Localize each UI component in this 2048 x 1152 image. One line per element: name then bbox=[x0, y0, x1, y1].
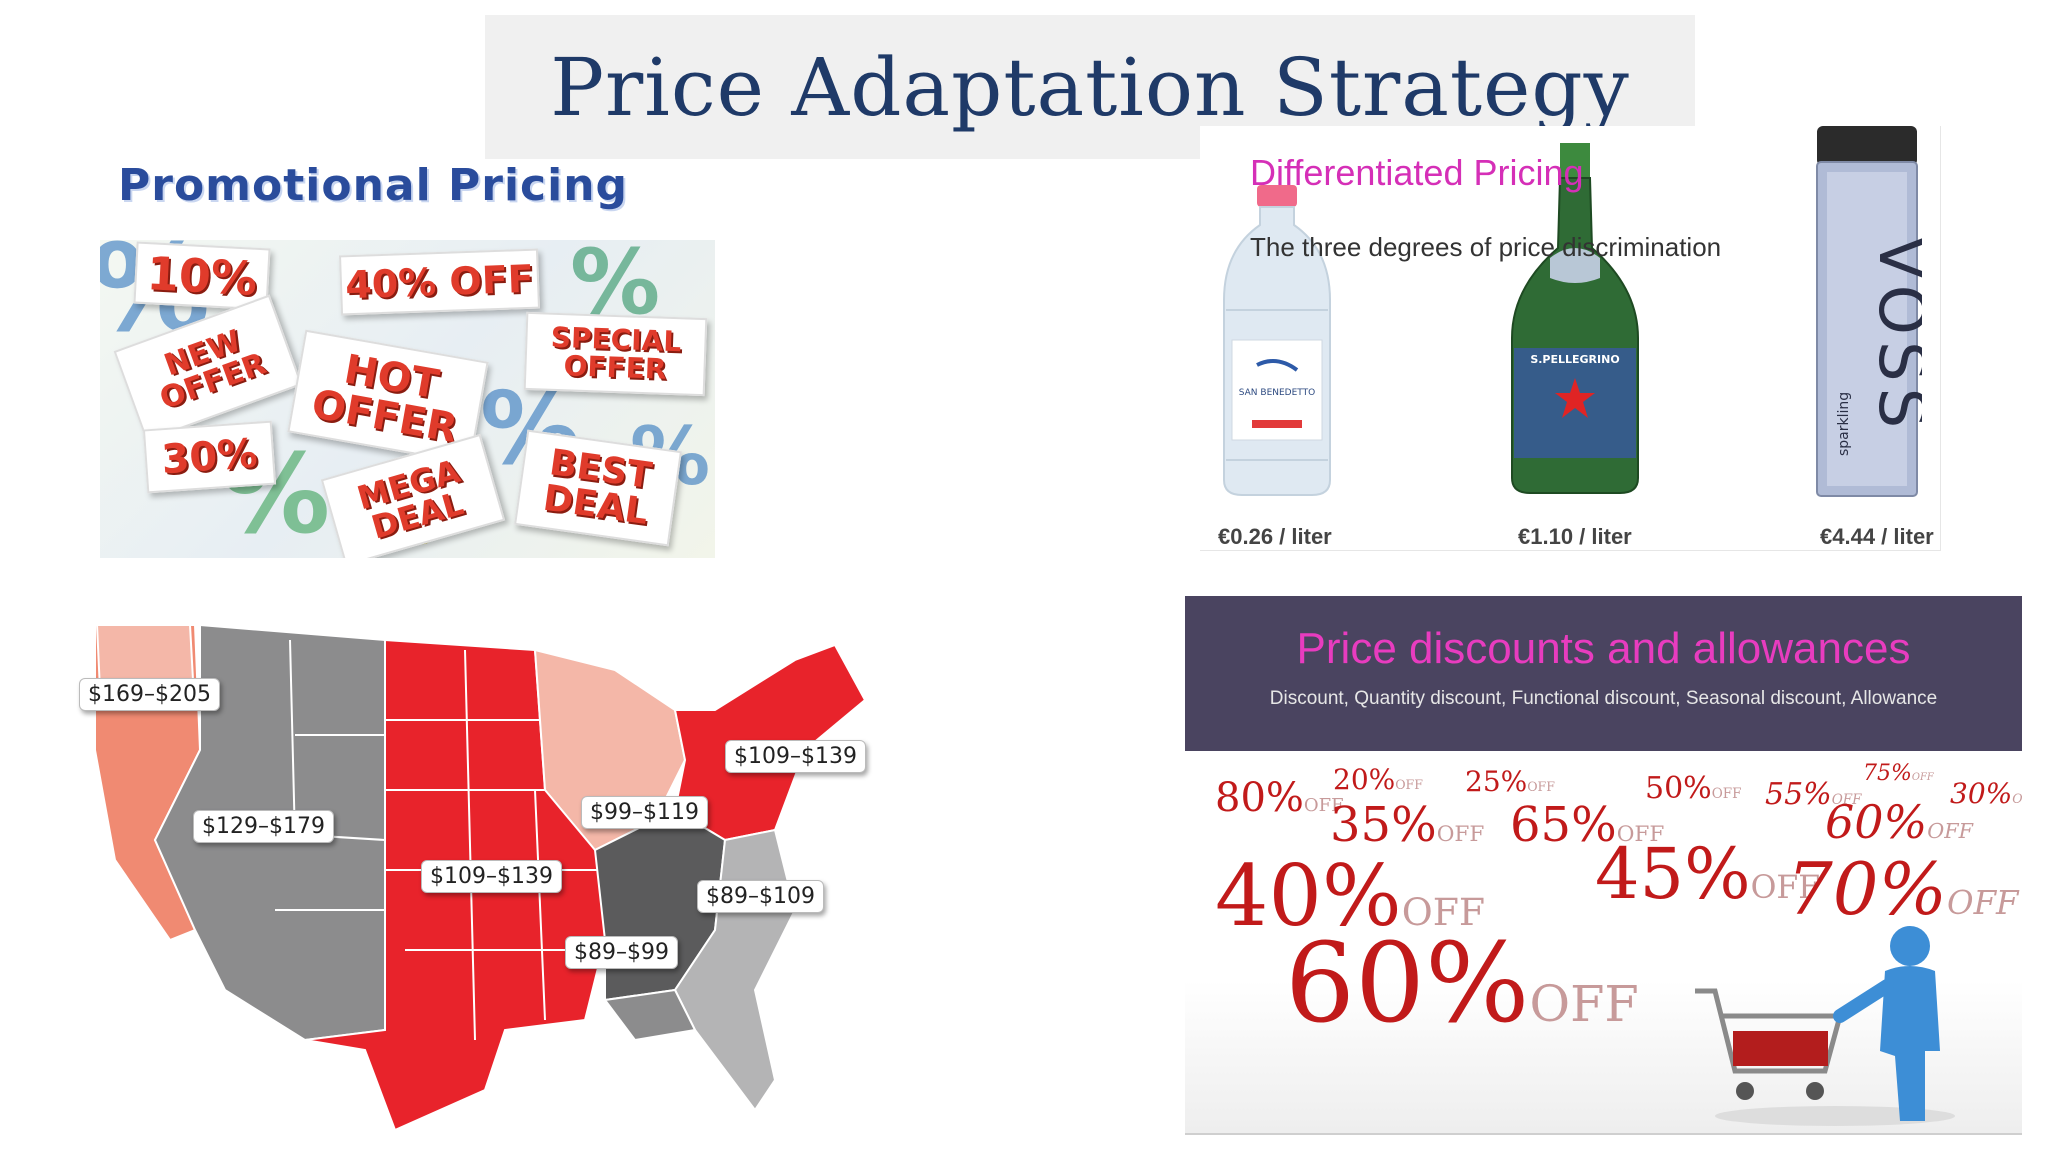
person-figure-icon bbox=[1833, 926, 1940, 1121]
map-price-label: $169–$205 bbox=[79, 678, 220, 711]
map-price-label: $89–$99 bbox=[565, 936, 678, 969]
water-bottle-icon: SAN BENEDETTO bbox=[1223, 185, 1331, 496]
promo-tag: SPECIAL OFFER bbox=[523, 311, 708, 397]
voss-bottle-icon: VOSS sparkling bbox=[1816, 126, 1922, 497]
promo-tag: MEGA DEAL bbox=[320, 433, 506, 558]
map-price-label: $99–$119 bbox=[581, 796, 708, 829]
discount-percent: 20%OFF bbox=[1333, 763, 1424, 796]
discounts-image: 80%OFF 20%OFF 25%OFF 50%OFF 55%OFF 75%OF… bbox=[1185, 751, 2022, 1135]
price-label: €1.10 / liter bbox=[1518, 524, 1632, 549]
map-price-label: $89–$109 bbox=[697, 880, 824, 913]
promo-tag: 30% bbox=[142, 420, 277, 494]
price-label: €4.44 / liter bbox=[1820, 524, 1934, 549]
bottle-brand-label: S.PELLEGRINO bbox=[1530, 353, 1619, 366]
glass-bottle-icon: S.PELLEGRINO bbox=[1511, 143, 1639, 494]
discount-percent: 60%OFF bbox=[1825, 795, 1973, 849]
promotional-pricing-collage: % % % % % % 10% 40% OFF NEW OFFER HOT OF… bbox=[100, 240, 715, 558]
us-price-map: $169–$205 $129–$179 $109–$139 $99–$119 $… bbox=[75, 610, 885, 1132]
map-price-label: $109–$139 bbox=[421, 860, 562, 893]
price-label: €0.26 / liter bbox=[1218, 524, 1332, 549]
differentiated-pricing-subtitle: The three degrees of price discriminatio… bbox=[1250, 232, 1722, 262]
discount-percent: 40%OFF bbox=[1215, 847, 1486, 945]
promotional-pricing-heading: Promotional Pricing bbox=[118, 160, 629, 211]
discount-percent: 35%OFF bbox=[1330, 797, 1485, 853]
shopping-cart-icon bbox=[1695, 926, 1955, 1126]
promo-tag: BEST DEAL bbox=[514, 429, 682, 547]
discounts-banner bbox=[1185, 596, 2022, 751]
discount-percent: 70%OFF bbox=[1787, 847, 2019, 931]
discount-percent: 75%OFF bbox=[1863, 761, 1934, 786]
discount-percent: 45%OFF bbox=[1595, 833, 1821, 915]
bottle-tagline-label: sparkling bbox=[1836, 392, 1852, 456]
promo-tag: 40% OFF bbox=[339, 248, 540, 316]
differentiated-pricing-heading: Differentiated Pricing bbox=[1250, 152, 1584, 193]
map-price-label: $129–$179 bbox=[193, 810, 334, 843]
discounts-subtitle: Discount, Quantity discount, Functional … bbox=[1269, 688, 1938, 709]
promo-tag: 10% bbox=[133, 241, 271, 311]
discount-percent: 50%OFF bbox=[1645, 771, 1742, 806]
discount-percent: 65%OFF bbox=[1510, 797, 1665, 853]
discount-percent: 60%OFF bbox=[1285, 919, 1639, 1047]
title-bar: Price Adaptation Strategy bbox=[485, 15, 1695, 159]
bottle-brand-label: VOSS bbox=[1864, 236, 1922, 434]
map-region-gulf bbox=[603, 988, 697, 1042]
page-title: Price Adaptation Strategy bbox=[550, 40, 1630, 134]
map-price-label: $109–$139 bbox=[725, 740, 866, 773]
discounts-heading: Price discounts and allowances bbox=[1296, 624, 1911, 673]
discount-percent: 55%OFF bbox=[1765, 777, 1862, 812]
bottle-brand-label: SAN BENEDETTO bbox=[1239, 388, 1315, 398]
discount-percent: 30%OFF bbox=[1950, 777, 2022, 810]
discount-percent: 80%OFF bbox=[1215, 775, 1344, 821]
discount-percent: 25%OFF bbox=[1465, 765, 1556, 798]
